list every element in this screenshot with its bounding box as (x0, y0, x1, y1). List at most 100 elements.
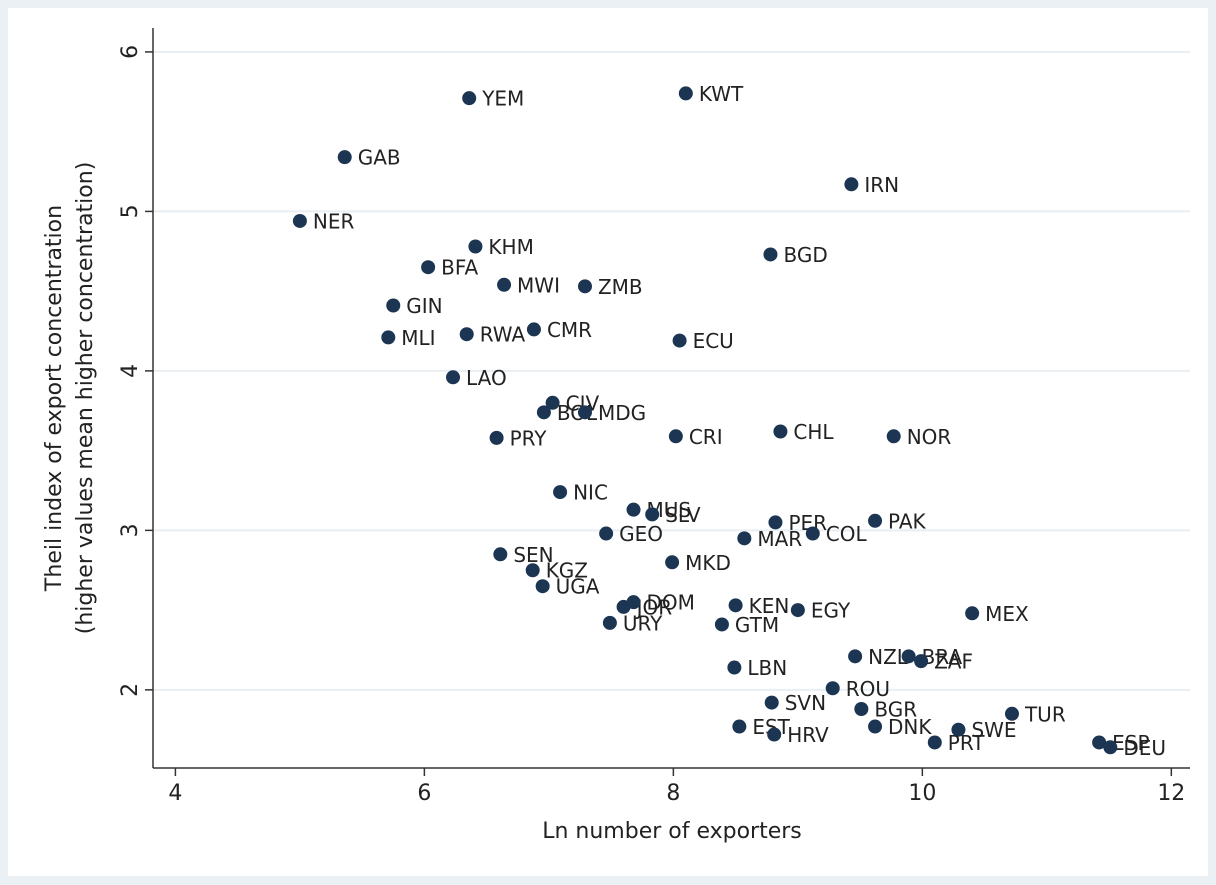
point (732, 719, 747, 734)
point (535, 579, 550, 594)
point (602, 615, 617, 630)
point-label: CMR (547, 318, 592, 342)
point (763, 247, 778, 262)
point-label: UGA (556, 575, 600, 599)
point (790, 603, 805, 618)
point-label: SVN (785, 691, 826, 715)
y-axis-label: Theil index of export concentration (42, 205, 67, 592)
point (914, 654, 929, 669)
point (462, 91, 477, 106)
point-label: NER (313, 209, 355, 233)
point-label: MDG (598, 401, 646, 425)
point-label: DOM (647, 591, 695, 615)
point (767, 727, 782, 742)
point-label: GTM (735, 613, 779, 637)
x-axis-label: Ln number of exporters (542, 819, 802, 844)
point-label: MLI (401, 326, 435, 350)
point (768, 515, 783, 530)
point (468, 239, 483, 254)
point-label: GAB (358, 146, 401, 170)
x-tick-label: 4 (168, 781, 182, 806)
point-label: ROU (846, 677, 890, 701)
point-label: PRY (510, 426, 548, 450)
point (854, 701, 869, 716)
point-label: SLV (665, 503, 701, 527)
point (773, 424, 788, 439)
point (599, 526, 614, 541)
point-label: ZAF (934, 650, 973, 674)
point (493, 547, 508, 562)
point (626, 502, 641, 517)
point-label: YEM (481, 87, 524, 111)
point (292, 213, 307, 228)
point-label: KGZ (546, 559, 588, 583)
point (764, 695, 779, 710)
point (805, 526, 820, 541)
point-label: JOR (635, 595, 673, 619)
point-label: KHM (488, 235, 533, 259)
point (577, 405, 592, 420)
x-tick-label: 6 (417, 781, 431, 806)
point-label: RWA (480, 323, 526, 347)
point (951, 722, 966, 737)
point-label: GIN (406, 294, 442, 318)
point-label: LBN (747, 656, 787, 680)
point (1103, 740, 1118, 755)
point (728, 598, 743, 613)
point-label: SEN (513, 543, 553, 567)
point-label: EGY (811, 599, 851, 623)
point-label: HRV (787, 723, 829, 747)
point-label: BGR (874, 697, 917, 721)
point (459, 327, 474, 342)
point-label: ZMB (598, 275, 643, 299)
x-tick-label: 12 (1157, 781, 1185, 806)
point (678, 86, 693, 101)
point-label: SWE (971, 718, 1016, 742)
point-label: KEN (749, 594, 790, 618)
point-label: PRT (948, 731, 986, 755)
point-label: LAO (466, 366, 507, 390)
point (927, 735, 942, 750)
x-tick-label: 10 (908, 781, 936, 806)
point (626, 595, 641, 610)
point-label: TUR (1024, 702, 1066, 726)
point (337, 150, 352, 165)
point-label: GEO (619, 522, 663, 546)
point-label: DEU (1123, 736, 1166, 760)
point-label: PAK (888, 509, 926, 533)
point-label: BFA (441, 256, 478, 280)
point (868, 513, 883, 528)
point-label: NIC (573, 481, 608, 505)
point (553, 485, 568, 500)
point (1004, 706, 1019, 721)
point (727, 660, 742, 675)
point (848, 649, 863, 664)
point (1092, 735, 1107, 750)
y-tick-label: 4 (118, 364, 143, 378)
point-label: DNK (888, 715, 932, 739)
point-label: MAR (757, 527, 802, 551)
point (381, 330, 396, 345)
point (525, 563, 540, 578)
y-tick-label: 5 (118, 204, 143, 218)
point-label: NOR (907, 425, 952, 449)
point (545, 395, 560, 410)
point-label: IRN (864, 173, 899, 197)
point-label: ECU (693, 329, 734, 353)
point (386, 298, 401, 313)
point-label: BRA (922, 645, 963, 669)
chart-background (8, 8, 1208, 876)
y-tick-label: 6 (118, 45, 143, 59)
point-label: MEX (985, 602, 1029, 626)
point-label: CRI (689, 425, 723, 449)
point (645, 507, 660, 522)
point (489, 430, 504, 445)
x-tick-label: 8 (666, 781, 680, 806)
point-label: BGD (783, 243, 827, 267)
point (536, 405, 551, 420)
point (825, 681, 840, 696)
y-axis-label: (higher values mean higher concentration… (73, 162, 98, 635)
point-label: CHL (793, 420, 834, 444)
